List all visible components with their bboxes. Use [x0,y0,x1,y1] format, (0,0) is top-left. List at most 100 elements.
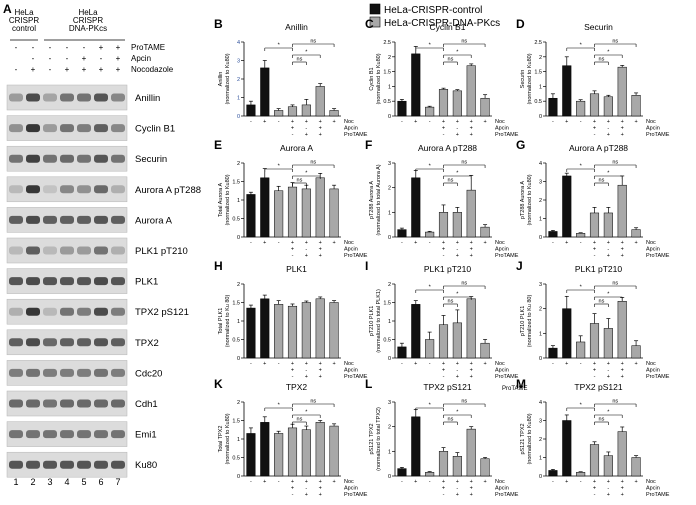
condition-label: Apcin [344,247,358,253]
blot-band [43,460,57,469]
blot-band [94,307,108,316]
ns-bracket-label: ns [599,178,605,184]
panel-letter: G [516,138,525,152]
blot-band [43,124,57,133]
y-tick-label: 0 [388,474,391,480]
blot-band [77,93,91,102]
y-tick-label: 2 [388,55,391,61]
condition-mark: + [332,479,335,485]
legend: HeLa-CRISPR-control HeLa-CRISPR-DNA-PKcs [369,3,500,29]
condition-label: Apcin [344,368,358,374]
ns-bracket-label: ns [297,417,303,423]
bar [301,429,311,477]
condition-label: Apcin [495,247,509,253]
treatment-mark: + [116,65,121,74]
condition-mark: + [634,240,637,246]
blot-band [111,307,125,316]
blot-band [111,154,125,163]
ns-bracket-label: ns [448,417,454,423]
condition-mark: - [456,126,458,132]
treatment-mark: - [32,43,35,52]
y-tick-label: 1 [388,449,391,455]
condition-mark: + [607,132,610,138]
blot-band [94,185,108,194]
bar [260,67,270,117]
condition-mark: - [552,479,554,485]
condition-mark: + [319,368,322,374]
ns-bracket-label: ns [297,57,303,63]
blot-band [60,93,74,102]
blot-band [9,93,23,102]
condition-mark: + [263,361,266,367]
blot-band [43,307,57,316]
bar [603,96,613,117]
condition-mark: - [305,126,307,132]
blot-band [43,215,57,224]
panel-letter: F [365,138,372,152]
bar [617,431,627,477]
condition-label: Apcin [495,126,509,132]
lane-number: 2 [30,477,35,487]
y-axis-label: Total TPX2 [218,426,224,453]
treatment-mark: + [116,54,121,63]
y-axis-label: (normalized to Ku80) [527,174,533,225]
condition-label: ProTAME [495,132,519,138]
ns-bracket-label: ns [461,160,467,166]
condition-label: Noc [646,479,656,485]
star-bracket-label: * [429,164,432,170]
condition-mark: + [305,361,308,367]
y-axis-label: (normalized to Ku 80) [225,295,231,348]
blot-band [60,185,74,194]
treatment-mark: - [83,43,86,52]
condition-mark: - [292,374,294,380]
chart-e: E Aurora A Total Aurora A (normalized to Ku… [214,138,368,259]
condition-mark: + [593,361,596,367]
condition-mark: + [621,486,624,492]
chart-l: L TPX2 pS121 pS121 TPX2 (normalized to tota… [365,377,519,498]
star-bracket-label: * [456,410,459,416]
blot-band [9,277,23,286]
condition-mark: + [621,132,624,138]
condition-mark: + [621,240,624,246]
condition-mark: + [607,492,610,498]
y-axis-label: (normalized to Ku80) [225,174,231,225]
treatment-mark: - [15,65,18,74]
y-tick-label: 2 [388,425,391,431]
condition-label: Noc [344,479,354,485]
star-bracket-label: * [456,292,459,298]
blot-row-label: Securin [135,154,167,165]
legend-label-control: HeLa-CRISPR-control [384,5,482,16]
y-tick-label: 4 [539,400,542,406]
bar [301,302,311,359]
condition-mark: + [483,119,486,125]
condition-mark: + [470,132,473,138]
blot-band [43,368,57,377]
condition-mark: + [593,119,596,125]
condition-label: Apcin [646,247,660,253]
blot-band [77,154,91,163]
bar [562,175,572,238]
condition-label: ProTAME [495,253,519,259]
star-bracket-label: * [278,403,281,409]
group-label-control: HeLa [14,8,34,17]
chart-title: PLK1 pT210 [424,264,472,274]
y-axis-label: (normalized to Ku 80) [527,295,533,348]
star-bracket-label: * [607,171,610,177]
ns-bracket-label: ns [612,39,618,45]
bar [562,420,572,477]
y-axis-label: (normalized to Ku80) [225,413,231,464]
condition-mark: - [305,247,307,253]
condition-label: Apcin [344,486,358,492]
y-tick-label: 1.5 [232,301,240,307]
blot-band [77,368,91,377]
y-axis-label: pT210 PLK1 [520,306,526,337]
y-tick-label: 0 [539,356,542,362]
bar [589,323,600,359]
blot-row-label: Anillin [135,93,160,104]
y-tick-label: 2 [237,282,240,288]
condition-mark: - [443,492,445,498]
star-bracket-label: * [580,164,583,170]
condition-label: ProTAME [495,374,519,380]
y-tick-label: 3 [539,180,542,186]
